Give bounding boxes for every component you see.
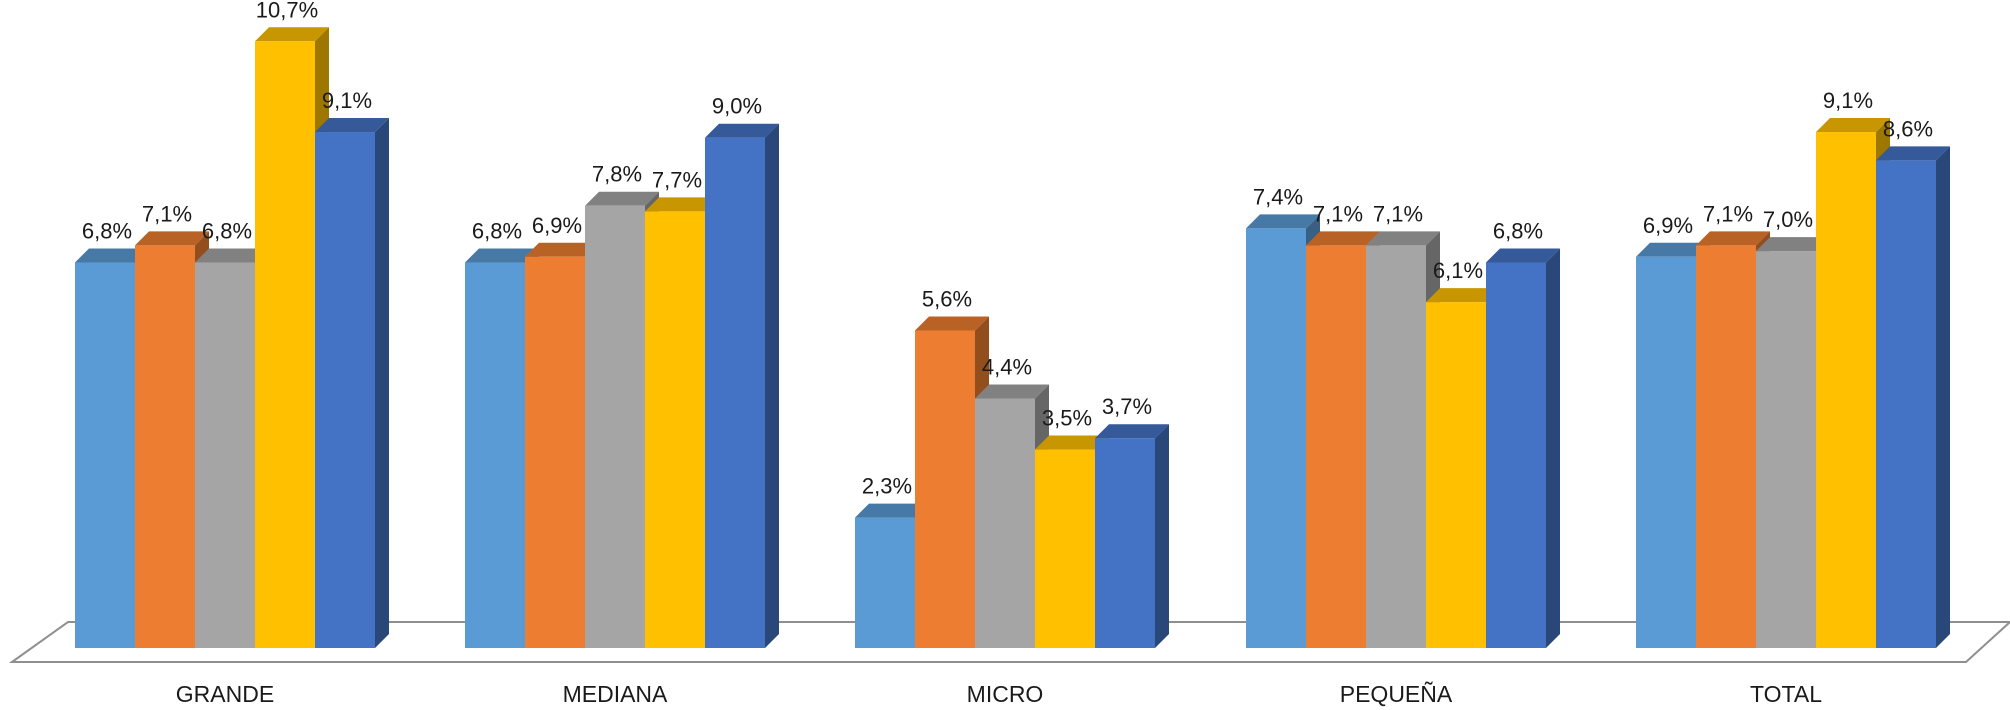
value-label: 9,1% xyxy=(322,88,372,113)
value-label: 6,9% xyxy=(532,213,582,238)
value-label: 9,0% xyxy=(712,94,762,119)
value-label: 7,8% xyxy=(592,162,642,187)
value-label: 6,8% xyxy=(472,218,522,243)
bar-pequeña-s5 xyxy=(1486,248,1560,648)
bar-grande-s5 xyxy=(315,118,389,648)
category-label: GRANDE xyxy=(176,681,274,707)
value-label: 6,8% xyxy=(82,218,132,243)
value-label: 7,7% xyxy=(652,167,702,192)
bar-total-s5 xyxy=(1876,146,1950,648)
bar-layer xyxy=(75,27,1950,649)
value-label: 9,1% xyxy=(1823,88,1873,113)
value-label: 7,0% xyxy=(1763,207,1813,232)
category-label: MICRO xyxy=(967,681,1044,707)
value-label: 10,7% xyxy=(256,0,318,22)
bar-mediana-s5 xyxy=(705,123,779,648)
value-label: 6,8% xyxy=(1493,218,1543,243)
value-label: 6,1% xyxy=(1433,258,1483,283)
value-label: 8,6% xyxy=(1883,116,1933,141)
value-label: 7,1% xyxy=(1373,201,1423,226)
value-label: 3,5% xyxy=(1042,406,1092,431)
value-label: 6,9% xyxy=(1643,213,1693,238)
value-label: 7,1% xyxy=(1703,201,1753,226)
category-label: TOTAL xyxy=(1750,681,1822,707)
value-label: 7,4% xyxy=(1253,184,1303,209)
bar-mediana-s3 xyxy=(585,191,659,649)
value-label: 5,6% xyxy=(922,286,972,311)
value-label-layer: 6,8% 7,1% 6,8% 10,7% 9,1% 6,8% 6,9% 7,8% 7,7% 9,0… xyxy=(82,0,1933,499)
value-label: 3,7% xyxy=(1102,394,1152,419)
value-label: 7,1% xyxy=(1313,201,1363,226)
category-label-layer: GRANDE MEDIANA MICRO PEQUEÑA TOTAL xyxy=(176,681,1822,707)
bar-micro-s5 xyxy=(1095,424,1169,648)
value-label: 2,3% xyxy=(862,474,912,499)
category-label: MEDIANA xyxy=(563,681,668,707)
value-label: 4,4% xyxy=(982,355,1032,380)
value-label: 7,1% xyxy=(142,201,192,226)
value-label: 6,8% xyxy=(202,218,252,243)
category-label: PEQUEÑA xyxy=(1340,681,1453,707)
